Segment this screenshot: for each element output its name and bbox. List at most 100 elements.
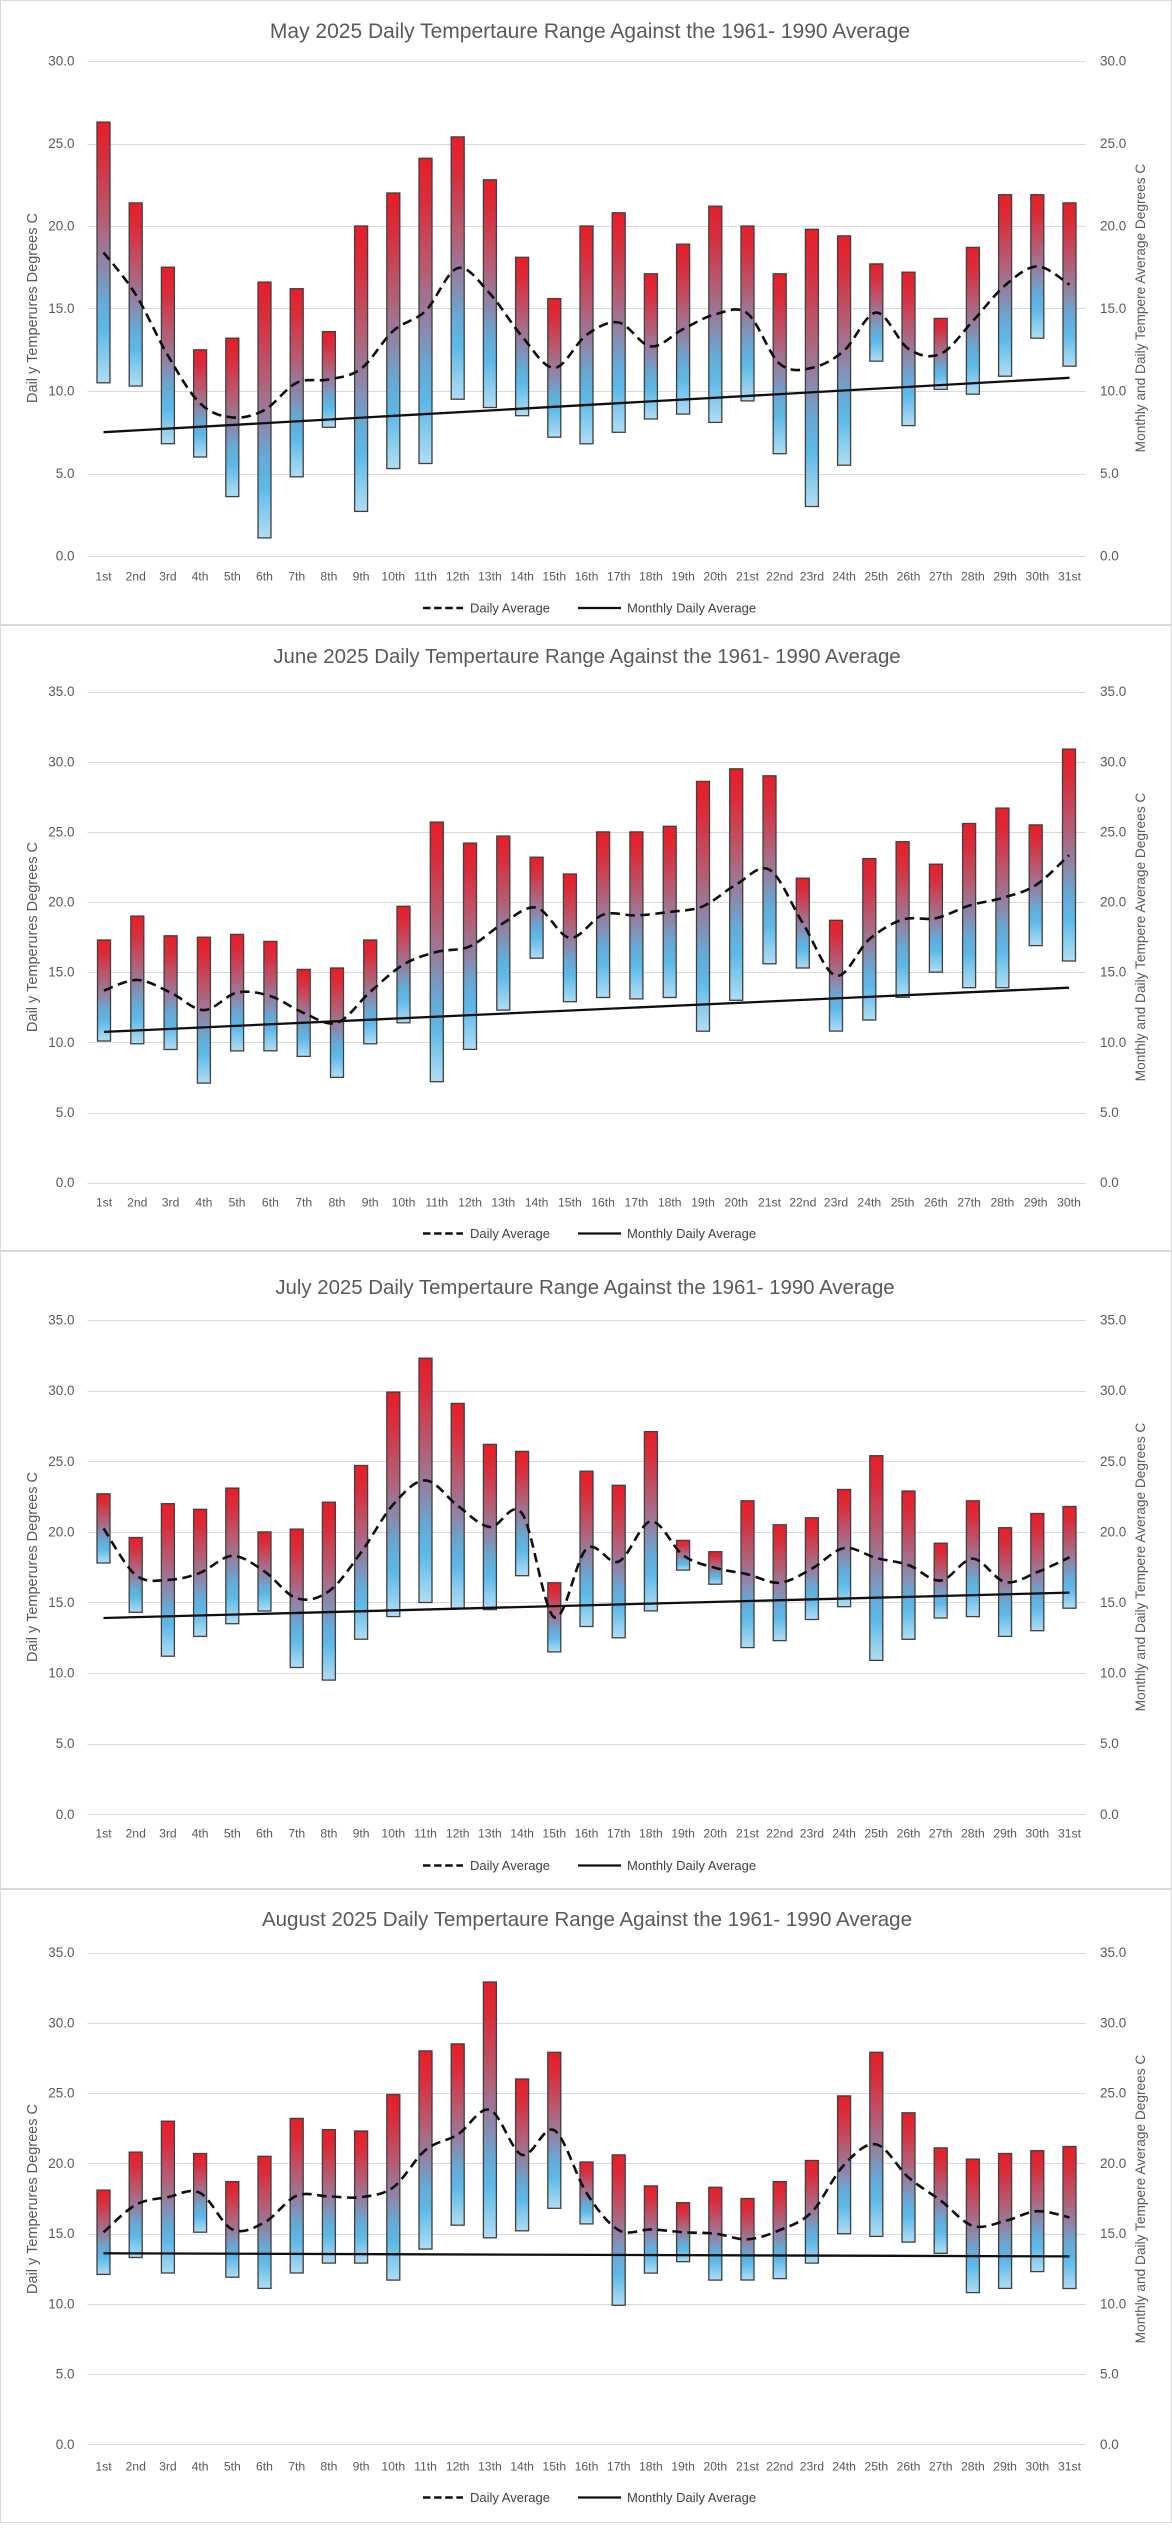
svg-text:23rd: 23rd <box>800 1827 824 1841</box>
svg-text:22nd: 22nd <box>766 570 793 584</box>
svg-text:10th: 10th <box>381 570 405 584</box>
svg-text:28th: 28th <box>961 2460 985 2474</box>
svg-text:Monthly and Daily Tempere Aver: Monthly and Daily Tempere Average Degree… <box>1133 2055 1148 2344</box>
svg-text:16th: 16th <box>575 570 599 584</box>
svg-text:17th: 17th <box>607 570 631 584</box>
svg-text:27th: 27th <box>957 1196 981 1210</box>
svg-text:25.0: 25.0 <box>48 136 74 151</box>
svg-text:27th: 27th <box>929 1827 953 1841</box>
svg-text:18th: 18th <box>639 570 663 584</box>
svg-text:35.0: 35.0 <box>48 1945 74 1960</box>
svg-text:15th: 15th <box>558 1196 582 1210</box>
svg-text:18th: 18th <box>639 1827 663 1841</box>
svg-text:14th: 14th <box>510 2460 534 2474</box>
svg-text:6th: 6th <box>256 2460 273 2474</box>
svg-text:26th: 26th <box>897 2460 921 2474</box>
svg-text:17th: 17th <box>607 1827 631 1841</box>
svg-text:24th: 24th <box>832 1827 856 1841</box>
svg-text:2nd: 2nd <box>126 570 146 584</box>
svg-text:20.0: 20.0 <box>48 1524 74 1539</box>
svg-text:Daily Average: Daily Average <box>470 601 550 616</box>
svg-text:20th: 20th <box>703 570 727 584</box>
svg-text:5.0: 5.0 <box>56 1736 75 1751</box>
svg-text:21st: 21st <box>758 1196 782 1210</box>
svg-text:31st: 31st <box>1058 570 1082 584</box>
svg-text:1st: 1st <box>96 1196 113 1210</box>
svg-text:16th: 16th <box>575 1827 599 1841</box>
svg-text:7th: 7th <box>295 1196 312 1210</box>
svg-text:Dail y Temperures Degrees C: Dail y Temperures Degrees C <box>25 213 41 403</box>
svg-text:8th: 8th <box>320 570 337 584</box>
svg-text:12th: 12th <box>458 1196 482 1210</box>
svg-text:Monthly Daily Average: Monthly Daily Average <box>627 1226 756 1241</box>
svg-text:3rd: 3rd <box>159 1827 177 1841</box>
svg-text:20.0: 20.0 <box>1100 895 1126 910</box>
svg-text:29th: 29th <box>993 2460 1017 2474</box>
svg-text:30th: 30th <box>1025 570 1049 584</box>
svg-text:15.0: 15.0 <box>48 301 74 316</box>
svg-text:25.0: 25.0 <box>1100 136 1126 151</box>
svg-text:30.0: 30.0 <box>1100 754 1126 769</box>
svg-text:20.0: 20.0 <box>1100 219 1126 234</box>
svg-text:17th: 17th <box>625 1196 649 1210</box>
svg-text:0.0: 0.0 <box>1100 549 1119 564</box>
svg-text:10.0: 10.0 <box>48 1666 74 1681</box>
svg-text:20.0: 20.0 <box>1100 2156 1126 2171</box>
svg-text:4th: 4th <box>192 1827 209 1841</box>
svg-text:19th: 19th <box>671 2460 695 2474</box>
svg-text:9th: 9th <box>353 1827 370 1841</box>
svg-text:30.0: 30.0 <box>48 754 74 769</box>
svg-text:Daily Average: Daily Average <box>470 1858 550 1873</box>
svg-text:5th: 5th <box>224 1827 241 1841</box>
svg-text:25.0: 25.0 <box>48 2086 74 2101</box>
svg-text:Daily Average: Daily Average <box>470 2490 550 2505</box>
svg-text:Monthly Daily Average: Monthly Daily Average <box>627 601 756 616</box>
svg-text:18th: 18th <box>658 1196 682 1210</box>
svg-text:17th: 17th <box>607 2460 631 2474</box>
svg-text:8th: 8th <box>320 1827 337 1841</box>
svg-text:0.0: 0.0 <box>56 1175 75 1190</box>
svg-text:10th: 10th <box>381 2460 405 2474</box>
svg-text:15.0: 15.0 <box>48 2226 74 2241</box>
svg-text:12th: 12th <box>446 570 470 584</box>
svg-text:21st: 21st <box>736 2460 760 2474</box>
svg-text:7th: 7th <box>288 2460 305 2474</box>
svg-text:5th: 5th <box>224 570 241 584</box>
svg-text:2nd: 2nd <box>126 1827 146 1841</box>
svg-text:Daily Average: Daily Average <box>470 1226 550 1241</box>
svg-text:25.0: 25.0 <box>48 1454 74 1469</box>
svg-text:5th: 5th <box>229 1196 246 1210</box>
svg-text:26th: 26th <box>897 570 921 584</box>
svg-text:14th: 14th <box>525 1196 549 1210</box>
svg-text:23rd: 23rd <box>800 570 824 584</box>
svg-text:25th: 25th <box>864 2460 888 2474</box>
svg-text:0.0: 0.0 <box>56 1807 75 1822</box>
svg-text:16th: 16th <box>575 2460 599 2474</box>
svg-text:July 2025 Daily Tempertaure Ra: July 2025 Daily Tempertaure Range Agains… <box>275 1277 894 1299</box>
svg-text:11th: 11th <box>414 1827 437 1841</box>
svg-text:2nd: 2nd <box>126 2460 146 2474</box>
svg-text:13th: 13th <box>478 570 502 584</box>
svg-text:19th: 19th <box>671 570 695 584</box>
svg-text:28th: 28th <box>991 1196 1015 1210</box>
svg-text:11th: 11th <box>414 570 437 584</box>
svg-text:30.0: 30.0 <box>1100 54 1126 69</box>
svg-text:30.0: 30.0 <box>48 54 74 69</box>
svg-text:22nd: 22nd <box>766 2460 793 2474</box>
svg-text:5.0: 5.0 <box>1100 1736 1119 1751</box>
svg-text:15.0: 15.0 <box>1100 965 1126 980</box>
svg-text:20.0: 20.0 <box>48 2156 74 2171</box>
svg-text:12th: 12th <box>446 1827 470 1841</box>
svg-text:24th: 24th <box>832 570 856 584</box>
svg-text:30th: 30th <box>1025 1827 1049 1841</box>
svg-text:15.0: 15.0 <box>48 1595 74 1610</box>
svg-text:August 2025 Daily Tempertaure: August 2025 Daily Tempertaure Range Agai… <box>262 1908 912 1931</box>
svg-text:5th: 5th <box>224 2460 241 2474</box>
svg-text:4th: 4th <box>192 570 209 584</box>
svg-text:13th: 13th <box>478 1827 502 1841</box>
svg-text:Dail y Temperures Degrees C: Dail y Temperures Degrees C <box>25 1472 41 1662</box>
svg-text:June 2025 Daily Tempertaure Ra: June 2025 Daily Tempertaure Range Agains… <box>273 646 900 668</box>
svg-text:18th: 18th <box>639 2460 663 2474</box>
svg-text:31st: 31st <box>1058 2460 1082 2474</box>
svg-text:Dail y Temperures Degrees C: Dail y Temperures Degrees C <box>25 2104 41 2294</box>
